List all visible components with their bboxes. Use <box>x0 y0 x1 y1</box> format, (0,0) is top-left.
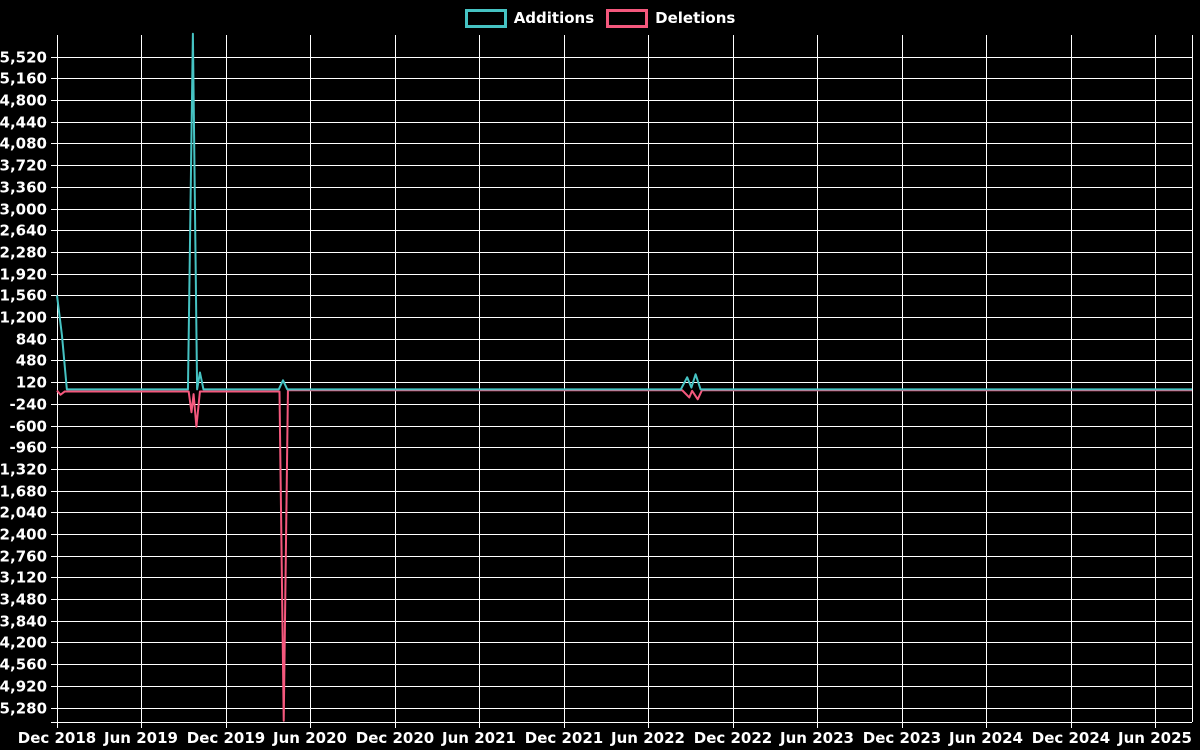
chart-legend: Additions Deletions <box>0 8 1200 28</box>
y-axis-tick-label: 4,080 <box>0 135 47 153</box>
additions-swatch <box>464 8 507 28</box>
x-axis-tick-label: Dec 2020 <box>356 729 435 747</box>
y-axis-tick-label: 1,560 <box>0 287 47 305</box>
x-axis-tick-label: Jun 2022 <box>610 729 685 747</box>
y-axis-tick-label: 3,720 <box>0 157 47 175</box>
x-axis-tick-label: Jun 2021 <box>441 729 516 747</box>
x-axis-tick-label: Jun 2024 <box>948 729 1023 747</box>
deletions-swatch <box>606 8 649 28</box>
x-axis-tick-label: Dec 2024 <box>1032 729 1111 747</box>
y-axis-tick-label: -4,200 <box>0 634 47 652</box>
y-axis-tick-label: 2,640 <box>0 222 47 240</box>
x-axis-tick-label: Dec 2018 <box>18 729 97 747</box>
y-axis-tick-label: -1,320 <box>0 461 47 479</box>
y-axis-tick-label: 840 <box>16 331 47 349</box>
additions-line <box>56 32 1192 391</box>
y-axis-tick-label: -2,760 <box>0 548 47 566</box>
x-axis-tick-label: Jun 2019 <box>103 729 178 747</box>
x-axis-tick-label: Jun 2020 <box>272 729 347 747</box>
y-axis-tick-label: -3,480 <box>0 591 47 609</box>
y-axis-tick-label: 3,000 <box>0 201 47 219</box>
y-axis-tick-label: 1,200 <box>0 309 47 327</box>
x-axis-tick-label: Dec 2022 <box>694 729 773 747</box>
x-axis-tick-label: Dec 2021 <box>525 729 604 747</box>
legend-item-additions[interactable]: Additions <box>464 8 595 28</box>
x-axis-tick-label: Jun 2025 <box>1117 729 1192 747</box>
y-axis-tick-label: -1,680 <box>0 483 47 501</box>
y-axis-tick-label: 4,440 <box>0 114 47 132</box>
y-axis-tick-label: 2,280 <box>0 244 47 262</box>
y-axis-tick-label: -5,280 <box>0 700 47 718</box>
y-axis-tick-label: 3,360 <box>0 179 47 197</box>
x-axis-tick-label: Jun 2023 <box>779 729 854 747</box>
y-axis-tick-label: -240 <box>9 396 47 414</box>
x-axis-tick-label: Dec 2019 <box>187 729 266 747</box>
x-axis-tick-label: Dec 2023 <box>863 729 942 747</box>
y-axis-tick-label: -4,920 <box>0 678 47 696</box>
deletions-line <box>56 389 1192 722</box>
y-axis-tick-label: 480 <box>16 352 47 370</box>
y-axis-tick-label: 5,520 <box>0 49 47 67</box>
y-axis-tick-label: -600 <box>9 418 47 436</box>
y-axis-tick-label: -4,560 <box>0 656 47 674</box>
legend-label-additions: Additions <box>513 9 595 27</box>
y-axis-tick-label: 5,160 <box>0 70 47 88</box>
y-axis-tick-label: 1,920 <box>0 266 47 284</box>
legend-label-deletions: Deletions <box>655 9 736 27</box>
y-axis-tick-label: -2,400 <box>0 526 47 544</box>
y-axis-tick-label: 4,800 <box>0 92 47 110</box>
y-axis-tick-label: 120 <box>16 374 47 392</box>
y-axis-tick-label: -3,840 <box>0 613 47 631</box>
y-axis-tick-label: -3,120 <box>0 569 47 587</box>
y-axis-tick-label: -2,040 <box>0 504 47 522</box>
y-axis-tick-label: -960 <box>9 439 47 457</box>
legend-item-deletions[interactable]: Deletions <box>606 8 735 28</box>
